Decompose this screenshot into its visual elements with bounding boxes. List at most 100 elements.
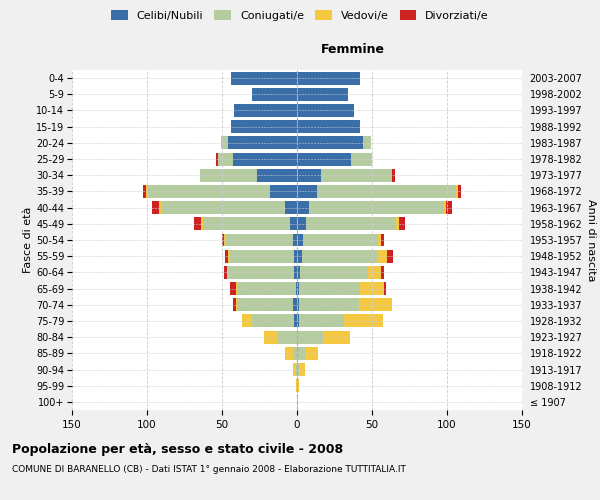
Bar — [285, 347, 293, 360]
Bar — [237, 298, 293, 311]
Bar — [299, 363, 305, 376]
Bar — [299, 298, 359, 311]
Bar — [235, 282, 237, 295]
Bar — [297, 298, 299, 311]
Bar — [293, 363, 296, 376]
Bar — [151, 201, 159, 214]
Bar — [399, 218, 405, 230]
Bar — [297, 218, 306, 230]
Bar — [223, 234, 225, 246]
Bar — [299, 314, 343, 328]
Bar — [228, 250, 229, 262]
Bar — [378, 234, 381, 246]
Bar — [305, 347, 318, 360]
Bar — [297, 347, 305, 360]
Bar — [297, 88, 348, 101]
Bar — [159, 201, 161, 214]
Bar — [199, 169, 257, 181]
Bar — [360, 282, 384, 295]
Bar — [297, 314, 299, 328]
Bar — [234, 104, 297, 117]
Bar — [297, 120, 360, 133]
Bar — [293, 347, 297, 360]
Bar — [297, 250, 302, 262]
Bar — [222, 234, 223, 246]
Bar — [229, 250, 294, 262]
Bar — [392, 169, 395, 181]
Bar — [233, 152, 297, 166]
Bar — [237, 282, 296, 295]
Bar — [221, 136, 228, 149]
Bar — [343, 314, 383, 328]
Bar — [218, 152, 233, 166]
Legend: Celibi/Nubili, Coniugati/e, Vedovi/e, Divorziati/e: Celibi/Nubili, Coniugati/e, Vedovi/e, Di… — [109, 8, 491, 24]
Bar — [147, 185, 270, 198]
Bar — [445, 201, 452, 214]
Bar — [241, 314, 252, 328]
Bar — [231, 120, 297, 133]
Bar — [321, 169, 392, 181]
Bar — [297, 104, 354, 117]
Bar — [252, 88, 297, 101]
Bar — [294, 314, 297, 328]
Bar — [300, 266, 367, 279]
Bar — [297, 266, 300, 279]
Bar — [216, 152, 218, 166]
Bar — [293, 234, 297, 246]
Bar — [303, 234, 378, 246]
Bar — [381, 234, 384, 246]
Bar — [296, 282, 297, 295]
Text: COMUNE DI BARANELLO (CB) - Dati ISTAT 1° gennaio 2008 - Elaborazione TUTTITALIA.: COMUNE DI BARANELLO (CB) - Dati ISTAT 1°… — [12, 465, 406, 474]
Bar — [231, 72, 297, 85]
Bar — [296, 379, 297, 392]
Bar — [294, 250, 297, 262]
Bar — [296, 363, 297, 376]
Bar — [228, 266, 294, 279]
Bar — [306, 218, 396, 230]
Bar — [143, 185, 146, 198]
Bar — [297, 282, 299, 295]
Bar — [302, 250, 378, 262]
Bar — [458, 185, 461, 198]
Bar — [396, 218, 399, 230]
Bar — [161, 201, 285, 214]
Bar — [294, 266, 297, 279]
Bar — [225, 250, 228, 262]
Bar — [363, 136, 371, 149]
Bar — [227, 266, 228, 279]
Bar — [290, 218, 297, 230]
Bar — [351, 152, 372, 166]
Y-axis label: Anni di nascita: Anni di nascita — [586, 198, 596, 281]
Bar — [297, 136, 363, 149]
Bar — [297, 201, 309, 214]
Bar — [297, 234, 303, 246]
Bar — [317, 185, 456, 198]
Y-axis label: Fasce di età: Fasce di età — [23, 207, 33, 273]
Bar — [277, 330, 297, 344]
Bar — [297, 379, 299, 392]
Bar — [228, 136, 297, 149]
Bar — [297, 185, 317, 198]
Bar — [384, 282, 386, 295]
Bar — [257, 169, 297, 181]
Bar — [293, 298, 297, 311]
Bar — [285, 201, 297, 214]
Bar — [381, 266, 384, 279]
Bar — [387, 250, 393, 262]
Bar — [297, 72, 360, 85]
Bar — [203, 218, 290, 230]
Bar — [252, 314, 294, 328]
Bar — [229, 282, 235, 295]
Bar — [201, 218, 203, 230]
Bar — [323, 330, 349, 344]
Bar — [146, 185, 147, 198]
Bar — [378, 250, 387, 262]
Bar — [193, 218, 201, 230]
Bar — [264, 330, 277, 344]
Bar — [299, 282, 360, 295]
Text: Femmine: Femmine — [321, 44, 385, 57]
Bar — [367, 266, 381, 279]
Bar — [297, 363, 299, 376]
Bar — [270, 185, 297, 198]
Bar — [444, 201, 445, 214]
